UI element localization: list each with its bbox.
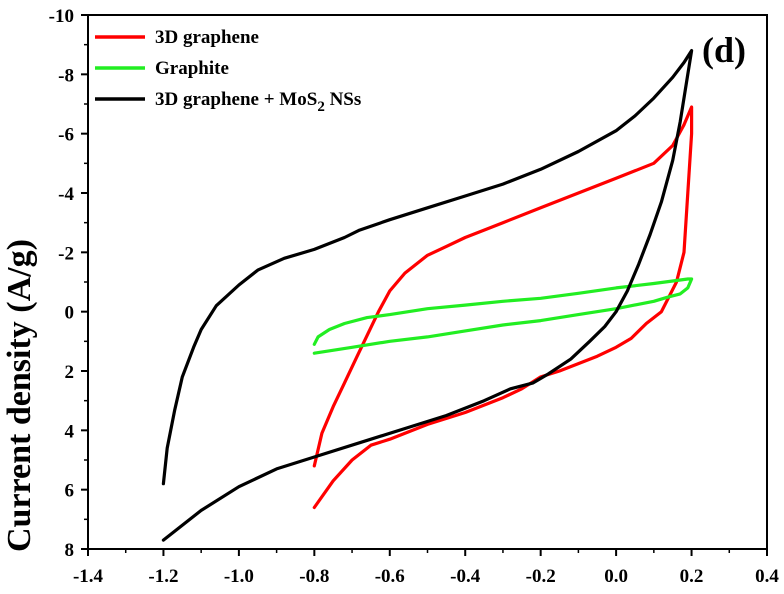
x-tick-label: 0.0	[604, 566, 628, 587]
y-tick-label: -8	[58, 65, 74, 86]
y-tick-label: 0	[65, 303, 75, 324]
x-tick-label: 0.4	[755, 566, 779, 587]
y-tick-label: 6	[65, 481, 75, 502]
x-tick-label: -0.8	[299, 566, 329, 587]
y-axis-label: Current density (A/g)	[1, 239, 38, 552]
x-tick-label: -0.6	[375, 566, 405, 587]
panel-label: (d)	[702, 30, 746, 70]
y-tick-label: 8	[65, 540, 75, 561]
series-line-3	[161, 49, 694, 542]
legend-label: 3D graphene	[155, 27, 259, 48]
x-tick-label: -1.4	[73, 566, 104, 587]
series-line-1	[312, 105, 694, 510]
y-tick-label: -10	[49, 6, 74, 27]
x-tick-label: 0.2	[680, 566, 704, 587]
series-layer	[161, 49, 694, 542]
x-tick-label: -1.0	[224, 566, 254, 587]
x-tick-label: -1.2	[148, 566, 178, 587]
legend-label: Graphite	[155, 58, 229, 79]
y-tick-label: 2	[65, 362, 75, 383]
y-tick-label: 4	[65, 421, 75, 442]
series-line-2	[312, 277, 694, 355]
y-tick-label: -2	[58, 243, 74, 264]
y-tick-label: -6	[58, 125, 74, 146]
x-tick-label: -0.2	[526, 566, 556, 587]
legend-label: 3D graphene + MoS2 NSs	[155, 89, 361, 115]
x-tick-label: -0.4	[450, 566, 481, 587]
y-tick-label: -4	[58, 184, 74, 205]
axes: -1.4 -1.2 -1.0 -0.8 -0.6 -0.4 -0.2 0.0 0.2 0.4 -10…	[49, 6, 780, 587]
legend: 3D graphene Graphite 3D graphene + MoS2 NS…	[95, 27, 361, 115]
